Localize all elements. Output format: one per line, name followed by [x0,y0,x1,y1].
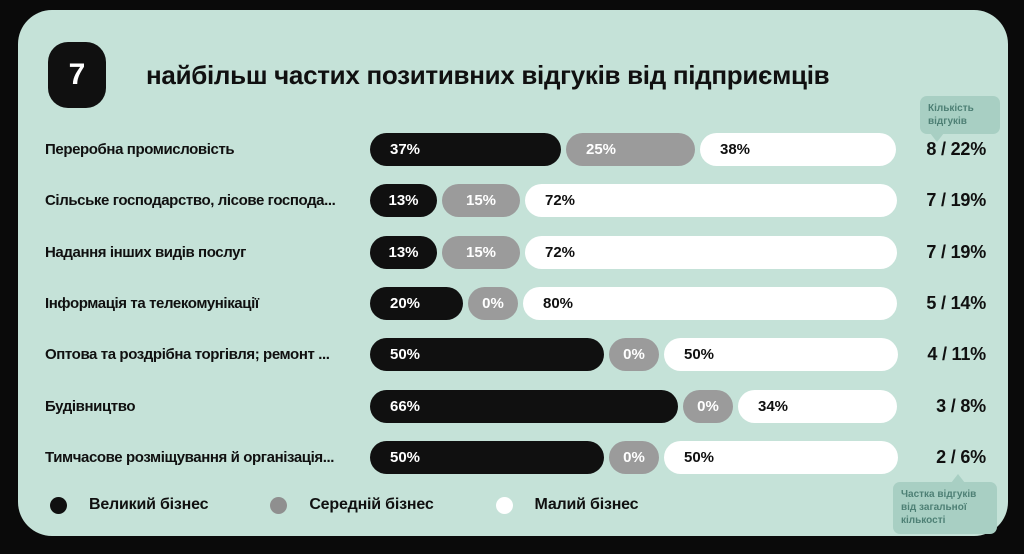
bar-segment-medium-business: 0% [609,338,659,372]
bar-segment-medium-business: 15% [442,184,520,218]
count-label: 7 / 19% [926,241,986,262]
segment-value-label: 66% [390,397,421,415]
chart-row: Надання інших видів послуг 13% 15% 72% 7 / 1… [45,227,986,278]
slide-card: 7 найбільш частих позитивних відгуків ві… [18,10,1008,536]
chart-row: Тимчасове розміщування й організація... 5… [45,432,986,483]
bar-segment-small-business: 72% [525,184,897,218]
bar-segment-medium-business: 0% [683,389,733,423]
bar-track: 20% 0% 80% [370,287,897,321]
segment-value-label: 80% [543,295,574,313]
category-label: Будівництво [45,397,136,415]
segment-value-label: 20% [390,295,421,313]
legend-label: Великий бізнес [89,496,209,513]
bar-segment-large-business: 13% [370,184,437,218]
bar-track: 50% 0% 50% [370,338,898,372]
bar-track: 37% 25% 38% [370,133,897,167]
tooltip-review-count: Кількість відгуків [920,96,1000,143]
legend-label: Малий бізнес [534,496,639,513]
segment-value-label: 72% [545,192,576,210]
count-label: 8 / 22% [926,139,986,160]
tooltip-arrow-up-icon [951,474,965,483]
bar-segment-large-business: 66% [370,389,678,423]
bar-track: 13% 15% 72% [370,184,897,218]
bar-segment-medium-business: 0% [468,287,518,321]
legend-dot-medium-icon [270,496,288,514]
bar-segment-medium-business: 0% [609,440,659,474]
bar-segment-large-business: 50% [370,338,604,372]
segment-value-label: 0% [482,295,504,313]
category-label: Сільське господарство, лісове господа... [45,192,336,210]
category-label: Оптова та роздрібна торгівля; ремонт ... [45,346,330,364]
segment-value-label: 72% [545,243,576,261]
segment-value-label: 13% [388,192,419,210]
category-label: Переробна промисловість [45,141,235,159]
bar-segment-large-business: 13% [370,235,437,269]
chart-row: Оптова та роздрібна торгівля; ремонт ...… [45,329,986,380]
count-label: 3 / 8% [936,395,986,416]
bar-track: 66% 0% 34% [370,389,897,423]
bar-segment-small-business: 72% [525,235,897,269]
bar-segment-medium-business: 15% [442,235,520,269]
chart-legend: Великий бізнес Середній бізнес Малий біз… [50,496,700,514]
page-title: найбільш частих позитивних відгуків від … [146,59,830,90]
slide-number-badge: 7 [48,42,106,108]
legend-item-small-business: Малий бізнес [495,496,639,514]
segment-value-label: 15% [465,243,497,261]
segment-value-label: 15% [465,192,497,210]
legend-item-medium-business: Середній бізнес [270,496,434,514]
segment-value-label: 0% [623,448,645,466]
chart-row: Інформація та телекомунікації 20% 0% 80% 5 /… [45,278,986,329]
bar-segment-large-business: 37% [370,133,561,167]
bar-segment-small-business: 50% [664,440,898,474]
segment-value-label: 38% [720,141,751,159]
legend-item-large-business: Великий бізнес [50,496,209,514]
category-label: Тимчасове розміщування й організація... [45,448,335,466]
tooltip-review-count-text: Кількість відгуків [928,103,974,128]
segment-value-label: 13% [388,243,419,261]
bar-segment-small-business: 50% [664,338,898,372]
segment-value-label: 34% [758,397,789,415]
chart-row: Сільське господарство, лісове господа...… [45,175,986,226]
bar-segment-small-business: 34% [738,389,897,423]
bar-segment-medium-business: 25% [566,133,695,167]
count-label: 5 / 14% [926,293,986,314]
segment-value-label: 25% [586,141,617,159]
slide-header: 7 найбільш частих позитивних відгуків ві… [48,40,978,110]
tooltip-arrow-down-icon [930,133,944,143]
chart-row: Будівництво 66% 0% 34% 3 / 8% [45,380,986,431]
chart-rows: Переробна промисловість 37% 25% 38% 8 / 22% С… [45,124,986,483]
count-label: 2 / 6% [936,446,986,467]
tooltip-review-share-text: Частка відгуків від загальної кількості [901,489,977,527]
segment-value-label: 50% [390,346,421,364]
segment-value-label: 37% [390,141,421,159]
tooltip-review-share: Частка відгуків від загальної кількості [893,474,997,534]
segment-value-label: 0% [623,346,645,364]
segment-value-label: 0% [697,397,719,415]
chart-row: Переробна промисловість 37% 25% 38% 8 / 22% [45,124,986,175]
legend-label: Середній бізнес [309,496,434,513]
bar-segment-small-business: 38% [700,133,896,167]
segment-value-label: 50% [684,448,715,466]
bar-segment-small-business: 80% [523,287,897,321]
legend-dot-small-icon [495,496,513,514]
category-label: Інформація та телекомунікації [45,295,259,313]
segment-value-label: 50% [684,346,715,364]
bar-segment-large-business: 20% [370,287,463,321]
count-label: 4 / 11% [927,344,986,365]
bar-track: 50% 0% 50% [370,440,898,474]
bar-segment-large-business: 50% [370,440,604,474]
segment-value-label: 50% [390,448,421,466]
bar-track: 13% 15% 72% [370,235,897,269]
category-label: Надання інших видів послуг [45,243,246,261]
legend-dot-large-icon [50,496,67,514]
count-label: 7 / 19% [926,190,986,211]
